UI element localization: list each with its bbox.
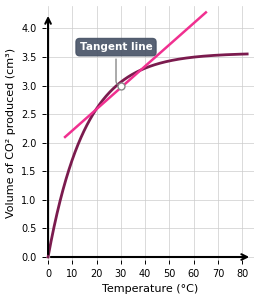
X-axis label: Temperature (°C): Temperature (°C): [102, 284, 198, 294]
Text: Tangent line: Tangent line: [80, 42, 152, 84]
Y-axis label: Volume of CO² produced (cm³): Volume of CO² produced (cm³): [5, 48, 16, 218]
